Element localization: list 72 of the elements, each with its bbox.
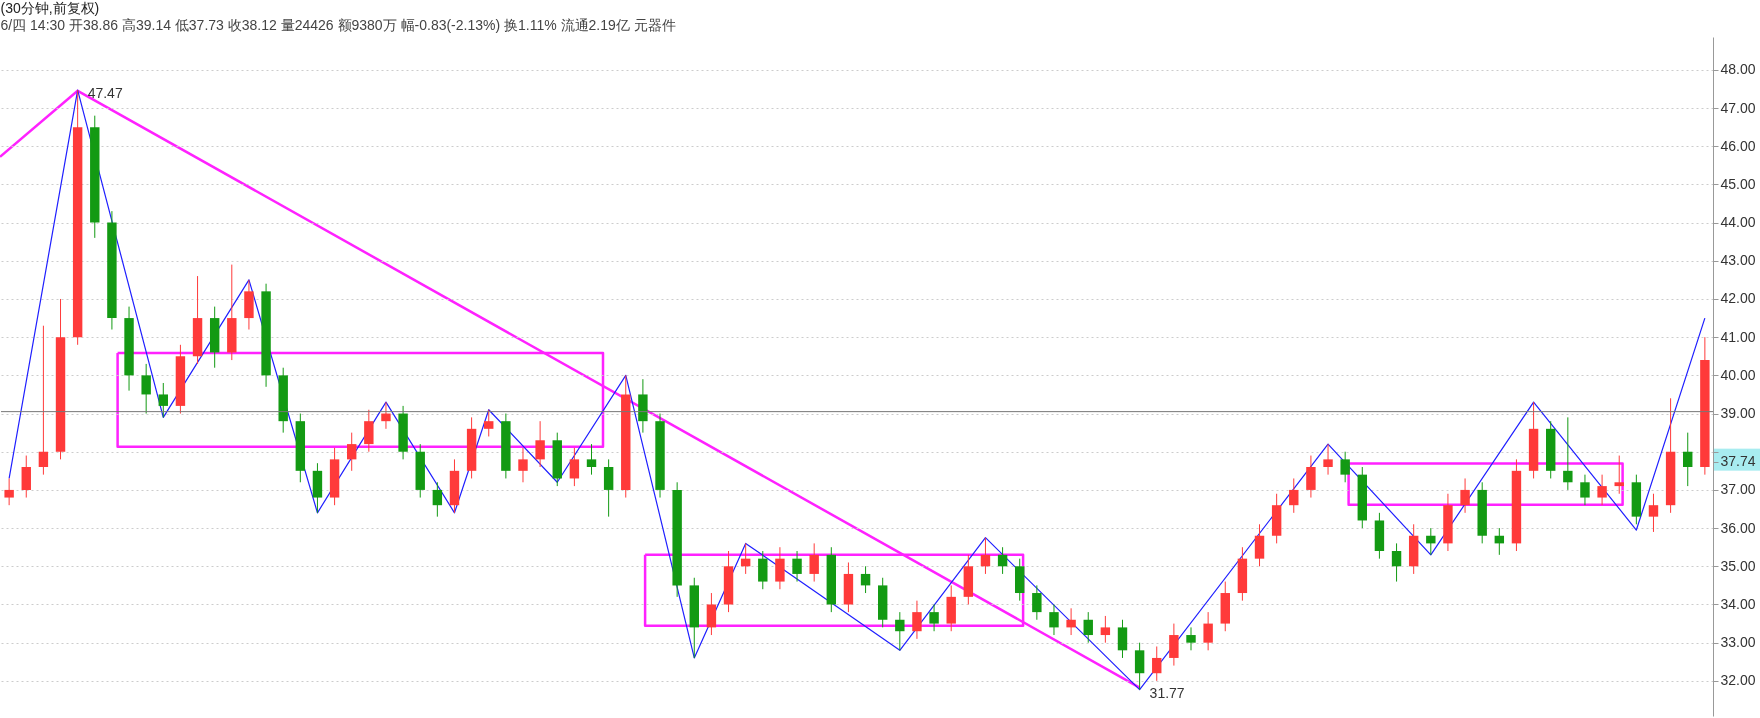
- annotation: 47.47: [87, 85, 123, 102]
- candlestick: [1083, 611, 1093, 644]
- candlestick: [1597, 474, 1607, 506]
- candlestick: [1340, 451, 1350, 483]
- y-tick-label: 44.00: [1720, 214, 1756, 231]
- candlestick: [1460, 477, 1470, 514]
- candlestick: [1152, 646, 1162, 682]
- candlestick: [364, 409, 374, 453]
- candlestick: [1648, 493, 1659, 533]
- candlestick: [706, 592, 717, 636]
- candlestick: [381, 401, 391, 430]
- candlestick: [809, 542, 819, 583]
- candlestick: [1134, 642, 1145, 691]
- y-tick-label: 43.00: [1720, 252, 1756, 269]
- candlestick: [1306, 455, 1316, 499]
- candlestick: [1066, 607, 1076, 636]
- y-tick-label: 39.00: [1720, 405, 1756, 422]
- candlestick: [535, 420, 545, 468]
- candlestick: [912, 600, 922, 640]
- y-tick-label: 37.00: [1720, 481, 1756, 498]
- candlestick: [1049, 603, 1059, 636]
- candlestick: [1169, 623, 1179, 667]
- candlestick: [569, 447, 580, 487]
- candlestick: [1100, 615, 1111, 644]
- y-tick-label: 47.00: [1720, 99, 1756, 116]
- y-tick-label: 40.00: [1720, 366, 1756, 383]
- candlestick: [21, 455, 31, 499]
- candlestick: [1254, 523, 1265, 567]
- candlestick: [1683, 432, 1693, 487]
- candlestick: [1186, 626, 1196, 651]
- annotation: 31.77: [1149, 684, 1185, 701]
- candlestick: [980, 537, 991, 575]
- candlestick: [860, 565, 871, 594]
- candlestick: [603, 458, 614, 518]
- y-tick-label: 41.00: [1720, 328, 1756, 345]
- y-tick-label: 42.00: [1720, 290, 1756, 307]
- candlestick: [792, 550, 802, 583]
- candlestick: [1580, 474, 1590, 506]
- y-tick-label: 45.00: [1720, 175, 1756, 192]
- y-tick-label: 37.74: [1720, 453, 1756, 470]
- candlestick: [484, 409, 494, 437]
- candlestick: [4, 477, 14, 506]
- candlestick: [347, 432, 357, 472]
- candlestick: [158, 382, 168, 418]
- candlestick: [775, 546, 785, 590]
- candlestick: [1323, 443, 1333, 476]
- candlestick: [518, 447, 528, 483]
- candlestick: [997, 546, 1008, 575]
- candlestick: [586, 443, 597, 476]
- y-tick-label: 34.00: [1720, 595, 1756, 612]
- candlestick: [1426, 527, 1436, 556]
- candlestick: [929, 603, 939, 632]
- candlestick: [38, 325, 49, 476]
- candlestick: [1032, 584, 1042, 621]
- candlestick: [432, 481, 443, 518]
- y-tick-label: 46.00: [1720, 137, 1756, 154]
- candlestick: [1203, 611, 1213, 651]
- y-tick-label: 33.00: [1720, 634, 1756, 651]
- candlestick: [758, 550, 768, 590]
- candlestick: [1563, 416, 1573, 491]
- y-tick-label: 36.00: [1720, 519, 1756, 536]
- y-tick-label: 48.00: [1720, 61, 1756, 78]
- chart-subtitle: 6/四 14:30 开38.86 高39.14 低37.73 收38.12 量24426 额9380万 幅-0.83(-2.13%) 换1.11% 流通2.19亿 元器件: [0, 17, 676, 33]
- chart-title: (30分钟,前复权): [0, 0, 100, 16]
- candlestick: [141, 363, 151, 415]
- candlestick: [895, 611, 905, 651]
- candlestick: [1391, 542, 1402, 583]
- candlestick: [1117, 619, 1128, 659]
- candlestick: [1289, 477, 1299, 514]
- y-tick-label: 32.00: [1720, 672, 1756, 689]
- candlestick: [1614, 455, 1624, 495]
- y-tick-label: 35.00: [1720, 557, 1756, 574]
